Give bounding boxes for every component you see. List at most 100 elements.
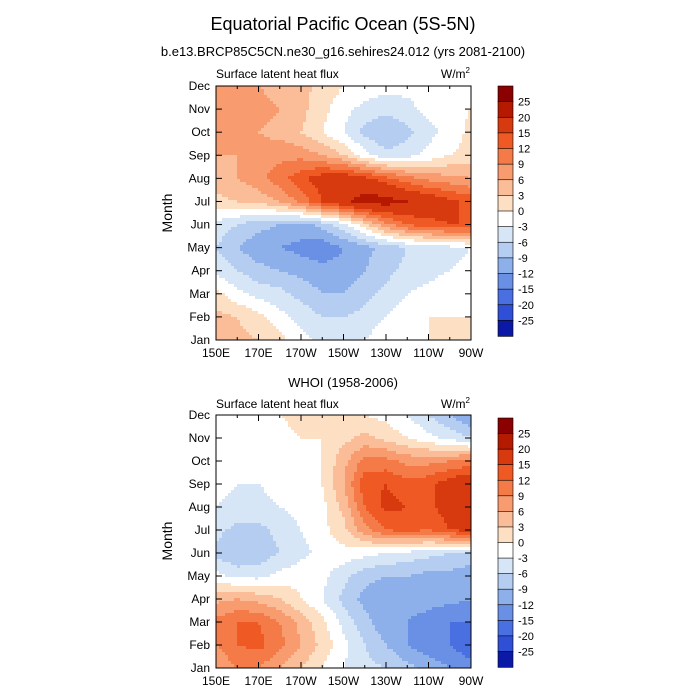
heatmap-cell [420, 239, 424, 243]
heatmap-cell [273, 128, 277, 132]
heatmap-cell [429, 137, 433, 141]
heatmap-cell [375, 167, 379, 171]
heatmap-cell [336, 167, 340, 171]
heatmap-cell [330, 164, 334, 168]
heatmap-cell [354, 125, 358, 129]
heatmap-cell [405, 251, 409, 255]
heatmap-cell [309, 200, 313, 204]
heatmap-cell [432, 149, 436, 153]
heatmap-cell [369, 257, 373, 261]
heatmap-cell [468, 143, 472, 147]
heatmap-cell [282, 245, 286, 249]
heatmap-cell [234, 176, 238, 180]
heatmap-cell [423, 212, 427, 216]
heatmap-cell [303, 197, 307, 201]
heatmap-cell [297, 125, 301, 129]
heatmap-cell [300, 233, 304, 237]
heatmap-cell [288, 104, 292, 108]
heatmap-cell [336, 134, 340, 138]
heatmap-cell [468, 248, 472, 252]
heatmap-cell [402, 206, 406, 210]
heatmap-cell [285, 164, 289, 168]
heatmap-cell [423, 191, 427, 195]
heatmap-cell [444, 251, 448, 255]
heatmap-cell [465, 218, 469, 222]
heatmap-cell [363, 191, 367, 195]
heatmap-cell [330, 179, 334, 183]
heatmap-cell [321, 260, 325, 264]
heatmap-cell [294, 134, 298, 138]
heatmap-cell [333, 143, 337, 147]
heatmap-cell [312, 203, 316, 207]
heatmap-cell [450, 143, 454, 147]
heatmap-cell [423, 230, 427, 234]
heatmap-cell [396, 242, 400, 246]
heatmap-cell [285, 227, 289, 231]
heatmap-cell [339, 143, 343, 147]
heatmap-cell [447, 209, 451, 213]
heatmap-cell [357, 140, 361, 144]
heatmap-cell [429, 239, 433, 243]
heatmap-cell [327, 242, 331, 246]
heatmap-cell [309, 173, 313, 177]
heatmap-cell [405, 137, 409, 141]
heatmap-cell [405, 170, 409, 174]
heatmap-cell [249, 161, 253, 165]
heatmap-cell [246, 110, 250, 114]
heatmap-cell [282, 167, 286, 171]
heatmap-cell [444, 89, 448, 93]
heatmap-cell [240, 203, 244, 207]
heatmap-cell [372, 101, 376, 105]
heatmap-cell [390, 233, 394, 237]
heatmap-cell [336, 248, 340, 252]
heatmap-cell [267, 194, 271, 198]
heatmap-cell [351, 197, 355, 201]
heatmap-cell [324, 143, 328, 147]
heatmap-cell [423, 95, 427, 99]
heatmap-cell [441, 251, 445, 255]
heatmap-cell [228, 248, 232, 252]
heatmap-cell [435, 134, 439, 138]
heatmap-cell [345, 143, 349, 147]
heatmap-cell [219, 89, 223, 93]
heatmap-cell [402, 185, 406, 189]
heatmap-cell [459, 227, 463, 231]
heatmap-cell [399, 248, 403, 252]
heatmap-cell [384, 98, 388, 102]
heatmap-cell [270, 131, 274, 135]
heatmap-cell [405, 116, 409, 120]
heatmap-cell [354, 251, 358, 255]
heatmap-cell [390, 107, 394, 111]
heatmap-cell [303, 209, 307, 213]
heatmap-cell [408, 221, 412, 225]
heatmap-cell [312, 194, 316, 198]
heatmap-cell [462, 110, 466, 114]
heatmap-cell [429, 107, 433, 111]
heatmap-cell [321, 191, 325, 195]
heatmap-cell [258, 128, 262, 132]
heatmap-cell [369, 182, 373, 186]
heatmap-cell [261, 224, 265, 228]
heatmap-cell [408, 137, 412, 141]
heatmap-cell [390, 176, 394, 180]
heatmap-cell [231, 194, 235, 198]
heatmap-cell [249, 116, 253, 120]
heatmap-cell [258, 209, 262, 213]
heatmap-cell [342, 98, 346, 102]
heatmap-cell [393, 200, 397, 204]
heatmap-cell [396, 101, 400, 105]
heatmap-cell [435, 182, 439, 186]
heatmap-cell [420, 209, 424, 213]
heatmap-cell [426, 251, 430, 255]
heatmap-cell [333, 137, 337, 141]
heatmap-cell [393, 173, 397, 177]
heatmap-cell [267, 251, 271, 255]
heatmap-cell [267, 206, 271, 210]
heatmap-cell [453, 200, 457, 204]
heatmap-cell [282, 86, 286, 90]
heatmap-cell [240, 227, 244, 231]
heatmap-cell [459, 236, 463, 240]
heatmap-cell [237, 239, 241, 243]
heatmap-cell [369, 215, 373, 219]
heatmap-cell [405, 167, 409, 171]
